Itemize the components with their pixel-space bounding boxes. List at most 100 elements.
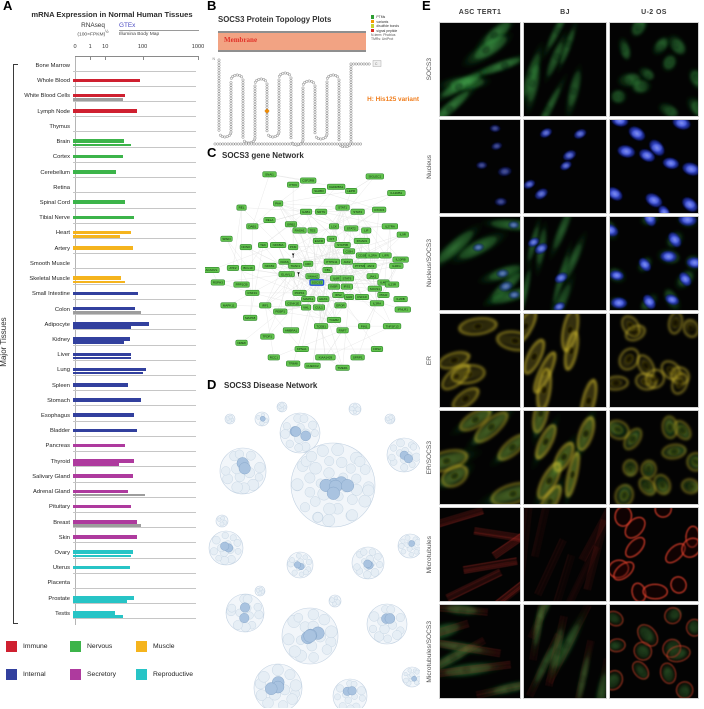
bar-track	[73, 334, 196, 349]
disease-cluster	[348, 402, 362, 416]
source-rnaseq-unit: (100×FPKM)½	[77, 29, 109, 38]
bar	[73, 93, 126, 98]
table-row: Kidney	[0, 334, 199, 349]
pin-marker	[297, 272, 300, 277]
row-baseline	[73, 481, 196, 483]
gene-node: TFDP1	[260, 333, 275, 340]
row-baseline	[73, 405, 196, 407]
gene-node: EGFR	[312, 237, 326, 244]
legend-swatch	[70, 641, 81, 652]
legend-item: Internal	[6, 669, 70, 680]
svg-text:TFDP1: TFDP1	[263, 335, 273, 339]
bar-track	[73, 212, 196, 227]
gene-node: LIFR	[379, 252, 392, 259]
svg-text:GAB1: GAB1	[302, 210, 310, 214]
microscopy-tile	[523, 119, 607, 214]
svg-text:IL9R: IL9R	[400, 233, 407, 237]
row-label: Nucleus/SOCS3	[425, 239, 433, 288]
axis-tick-mark	[198, 56, 199, 60]
bar	[73, 234, 120, 238]
gene-node: IL27RA	[381, 223, 399, 230]
gene-node: TMED1	[335, 364, 350, 371]
bar	[73, 413, 135, 418]
gene-node: HRAS	[317, 296, 330, 303]
topology-title: SOCS3 Protein Topology Plots	[218, 15, 332, 24]
svg-text:LEPR: LEPR	[347, 189, 356, 193]
gene-node: STAT1	[335, 204, 350, 211]
disease-cluster	[386, 437, 420, 473]
topology-snake-diagram: NC	[213, 57, 382, 148]
svg-text:CISH: CISH	[345, 249, 352, 253]
column-header: U-2 OS	[641, 8, 667, 16]
svg-text:CD28: CD28	[358, 254, 366, 258]
gene-node: AMBRA1	[282, 327, 300, 334]
row-baseline	[73, 466, 196, 468]
bar	[73, 615, 123, 618]
gene-node: STAT6	[339, 275, 354, 282]
bar	[73, 398, 141, 402]
svg-text:SOCS3: SOCS3	[312, 281, 323, 285]
svg-text:YWHAZ: YWHAZ	[307, 274, 318, 278]
tissue-label: Small Intestine	[31, 291, 70, 298]
membrane-band: Membrane	[218, 31, 366, 52]
topology-legend: PTMs variants disulfide bonds signal peptid…	[371, 15, 419, 41]
gene-node: PDPK1	[292, 289, 307, 296]
tissue-label: Pituitary	[49, 504, 70, 511]
svg-text:TNFSF13: TNFSF13	[386, 324, 399, 328]
table-row: Prostate	[0, 593, 199, 608]
gene-node: KPNA1	[294, 346, 309, 352]
tissues-bracket	[13, 64, 18, 624]
svg-text:EPOR: EPOR	[336, 303, 345, 307]
bar	[73, 246, 133, 250]
gene-node: KIAA1429	[315, 354, 336, 361]
legend-swatch	[6, 641, 17, 652]
bar	[73, 382, 129, 387]
topology-legend-note: TMRs: UniProt	[371, 37, 394, 41]
svg-text:IL2RG: IL2RG	[392, 264, 401, 268]
svg-text:JAK1: JAK1	[369, 274, 377, 278]
bar-track	[73, 258, 196, 273]
bar-track	[73, 167, 196, 182]
bar	[73, 428, 137, 433]
bar	[73, 276, 122, 281]
svg-text:HRAS: HRAS	[319, 297, 327, 301]
tissue-label: Lung	[57, 367, 70, 374]
microscopy-tile	[523, 313, 607, 408]
table-row: Liver	[0, 349, 199, 364]
bar-track	[73, 562, 196, 577]
svg-text:KHDRBS1: KHDRBS1	[329, 185, 344, 189]
microscopy-image	[610, 217, 698, 310]
gene-node: KIT	[326, 235, 337, 242]
svg-text:JAK2: JAK2	[343, 260, 351, 264]
table-row: Breast	[0, 517, 199, 532]
table-row: Colon	[0, 304, 199, 319]
disease-cluster	[384, 413, 396, 425]
tissue-label: Whole Blood	[37, 78, 70, 85]
tissue-label: Lymph Node	[37, 108, 70, 115]
disease-cluster	[290, 442, 376, 528]
gene-node: RNF31	[245, 289, 260, 296]
disease-cluster	[215, 514, 229, 528]
bar-track	[73, 151, 196, 166]
microscopy-tile	[523, 410, 607, 505]
gene-node: IL23R	[384, 281, 400, 288]
bar	[73, 143, 132, 147]
panel-b-label: B	[207, 0, 217, 13]
microscopy-image	[524, 120, 606, 213]
tissue-label: Spleen	[51, 382, 70, 389]
gene-node: KRAS	[278, 258, 291, 265]
chart-title: mRNA Expression in Normal Human Tissues	[31, 10, 193, 19]
topology-legend-swatch	[371, 19, 375, 24]
bar-track	[73, 60, 196, 75]
gene-node: NME8	[235, 339, 248, 346]
svg-text:TRIM8: TRIM8	[289, 362, 298, 366]
svg-text:STAT4: STAT4	[353, 210, 362, 214]
axis-tick-mark	[142, 56, 144, 60]
svg-text:RNF7: RNF7	[339, 328, 347, 332]
table-row: Adipocyte	[0, 319, 199, 334]
bar	[73, 565, 131, 570]
disease-cluster	[225, 593, 265, 633]
svg-text:STAT1: STAT1	[338, 206, 347, 210]
grid-corner	[421, 4, 437, 20]
